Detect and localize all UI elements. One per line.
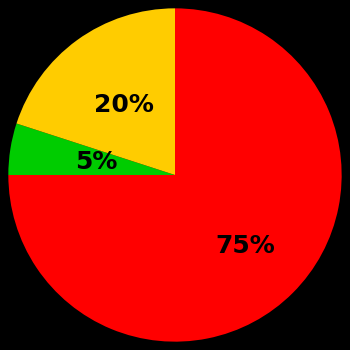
Text: 5%: 5%	[75, 150, 117, 175]
Text: 20%: 20%	[94, 93, 154, 117]
Wedge shape	[8, 8, 342, 342]
Wedge shape	[8, 124, 175, 175]
Wedge shape	[16, 8, 175, 175]
Text: 75%: 75%	[216, 234, 275, 258]
